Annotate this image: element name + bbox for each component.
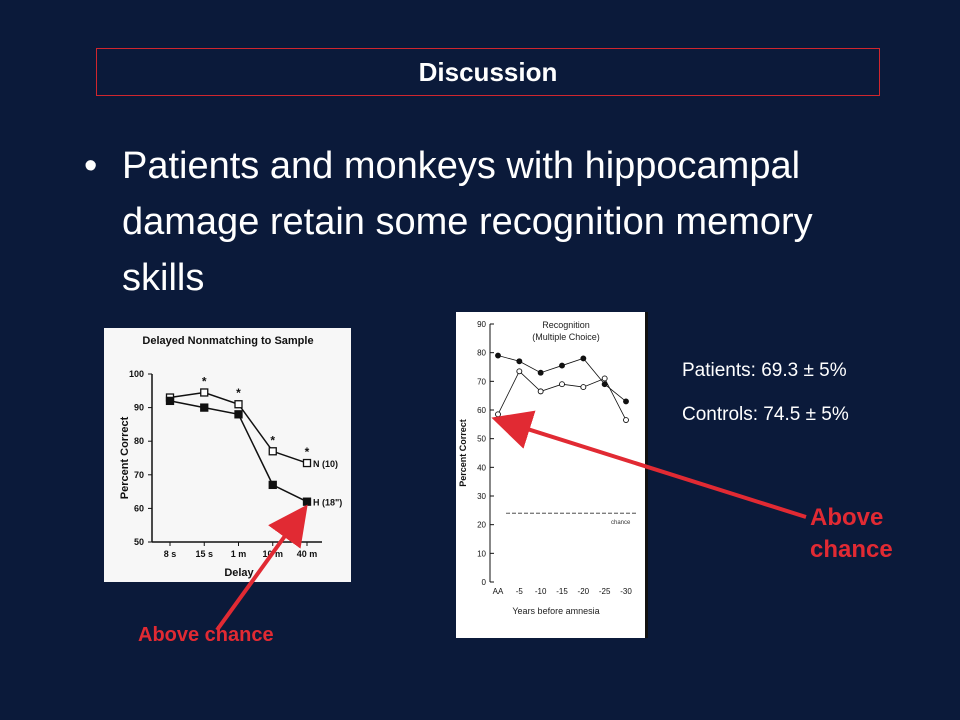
patients-stat: Patients: 69.3 ± 5%	[682, 360, 847, 381]
significance-star: *	[202, 374, 207, 388]
above-chance-callout-left: Above chance	[138, 624, 274, 646]
data-point	[234, 400, 243, 409]
y-tick-label: 0	[482, 578, 487, 587]
dnms-chart: Delayed Nonmatching to Sample 50 60 70 80 90 1…	[104, 328, 351, 582]
x-tick-label: 8 s	[164, 549, 177, 559]
y-tick-label: 30	[477, 492, 486, 501]
x-tick-label: -20	[578, 587, 590, 596]
y-tick-label: 40	[477, 463, 486, 472]
data-point	[516, 358, 523, 365]
x-tick-label: -5	[516, 587, 524, 596]
y-tick-label: 60	[134, 503, 144, 513]
data-point	[601, 375, 608, 382]
data-point	[580, 384, 587, 391]
chart-title: Delayed Nonmatching to Sample	[142, 335, 313, 347]
controls-stat: Controls: 74.5 ± 5%	[682, 404, 849, 425]
data-point	[559, 381, 565, 388]
y-tick-label: 50	[477, 435, 486, 444]
x-tick-label: -10	[535, 587, 547, 596]
data-point	[200, 388, 209, 397]
y-axis-label: Percent Correct	[458, 419, 468, 487]
slide-title-box: Discussion	[96, 48, 880, 96]
y-tick-label: 50	[134, 537, 144, 547]
x-tick-label: 40 m	[297, 549, 318, 559]
bullet-icon: •	[84, 145, 98, 187]
data-point	[268, 480, 277, 490]
data-point	[165, 396, 175, 406]
y-tick-label: 80	[477, 349, 486, 358]
significance-star: *	[305, 445, 310, 459]
data-point	[495, 411, 501, 418]
x-axis-label: Years before amnesia	[512, 606, 599, 616]
series-label: N (10)	[313, 459, 338, 469]
data-point	[516, 368, 523, 375]
data-point	[559, 362, 565, 369]
bullet-text: Patients and monkeys with hippocampal da…	[122, 145, 813, 299]
chance-label: chance	[611, 520, 631, 526]
data-point	[268, 447, 277, 456]
dnms-chart-svg: Delayed Nonmatching to Sample 50 60 70 80 90 1…	[119, 335, 342, 579]
y-tick-label: 90	[134, 403, 144, 413]
chart-title: Recognition	[542, 320, 590, 330]
y-tick-label: 70	[134, 470, 144, 480]
y-tick-label: 90	[477, 320, 486, 329]
y-tick-label: 80	[134, 436, 144, 446]
data-point	[200, 403, 209, 412]
data-point	[537, 388, 544, 395]
x-tick-label: 1 m	[231, 549, 247, 559]
data-point	[234, 410, 243, 419]
x-tick-label: 15 s	[195, 549, 213, 559]
y-tick-label: 60	[477, 406, 486, 415]
data-point	[537, 369, 544, 376]
x-tick-label: -25	[599, 587, 611, 596]
chart-edge	[645, 312, 648, 638]
x-tick-label: -15	[556, 587, 568, 596]
data-point	[623, 398, 629, 405]
x-tick-label: AA	[493, 587, 504, 596]
y-tick-label: 20	[477, 521, 486, 530]
data-point	[302, 458, 312, 468]
y-tick-label: 10	[477, 549, 486, 558]
y-tick-label: 70	[477, 377, 486, 386]
significance-star: *	[270, 433, 275, 447]
x-tick-label: -30	[620, 587, 632, 596]
x-tick-label: 10 m	[262, 549, 283, 559]
data-point	[302, 497, 312, 506]
data-point	[580, 355, 587, 362]
x-axis-label: Delay	[224, 567, 254, 579]
above-chance-callout-right: Above chance	[810, 504, 893, 563]
y-axis-label: Percent Correct	[119, 416, 131, 499]
slide-title: Discussion	[418, 56, 558, 87]
chart-subtitle: (Multiple Choice)	[532, 332, 600, 342]
bullet-point: • Patients and monkeys with hippocampal …	[84, 138, 884, 306]
recognition-chart: Recognition (Multiple Choice) 0 10 20 30 40 50 6…	[456, 312, 648, 638]
data-point	[623, 417, 629, 423]
significance-star: *	[236, 386, 241, 400]
recognition-chart-svg: Recognition (Multiple Choice) 0 10 20 30 40 50 6…	[458, 320, 638, 616]
y-tick-label: 100	[129, 369, 144, 379]
series-label: H (18")	[313, 498, 342, 508]
data-point	[495, 352, 501, 359]
